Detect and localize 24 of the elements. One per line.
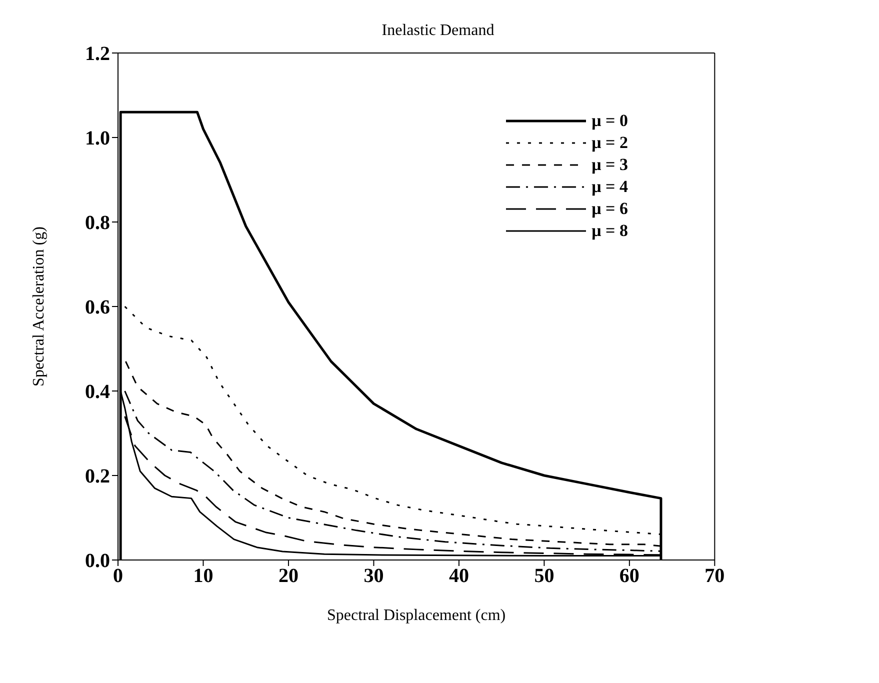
legend-label: μ = 3	[592, 155, 628, 175]
y-axis-title: Spectral Acceleration (g)	[30, 226, 48, 386]
y-tick-label: 1.0	[85, 128, 110, 150]
x-tick-label: 30	[364, 565, 384, 588]
x-tick-label: 20	[278, 565, 298, 588]
legend-label: μ = 0	[592, 111, 628, 131]
legend-label: μ = 8	[592, 221, 628, 241]
x-axis-title: Spectral Displacement (cm)	[327, 607, 506, 624]
x-tick-label: 0	[113, 565, 123, 588]
x-tick-label: 50	[534, 565, 554, 588]
x-tick-label: 40	[448, 565, 469, 588]
y-tick-label: 0.0	[85, 550, 110, 572]
y-tick-label: 0.2	[85, 466, 110, 488]
y-tick-label: 0.8	[85, 212, 110, 234]
legend-label: μ = 4	[592, 177, 628, 197]
x-tick-label: 10	[193, 565, 214, 588]
y-tick-label: 1.2	[85, 43, 110, 66]
x-tick-label: 70	[704, 565, 725, 588]
y-tick-label: 0.4	[85, 381, 110, 404]
legend-label: μ = 2	[592, 133, 628, 153]
legend-label: μ = 6	[592, 199, 628, 219]
x-tick-label: 60	[619, 565, 640, 588]
chart-title: Inelastic Demand	[380, 21, 496, 40]
y-tick-label: 0.6	[85, 296, 110, 319]
